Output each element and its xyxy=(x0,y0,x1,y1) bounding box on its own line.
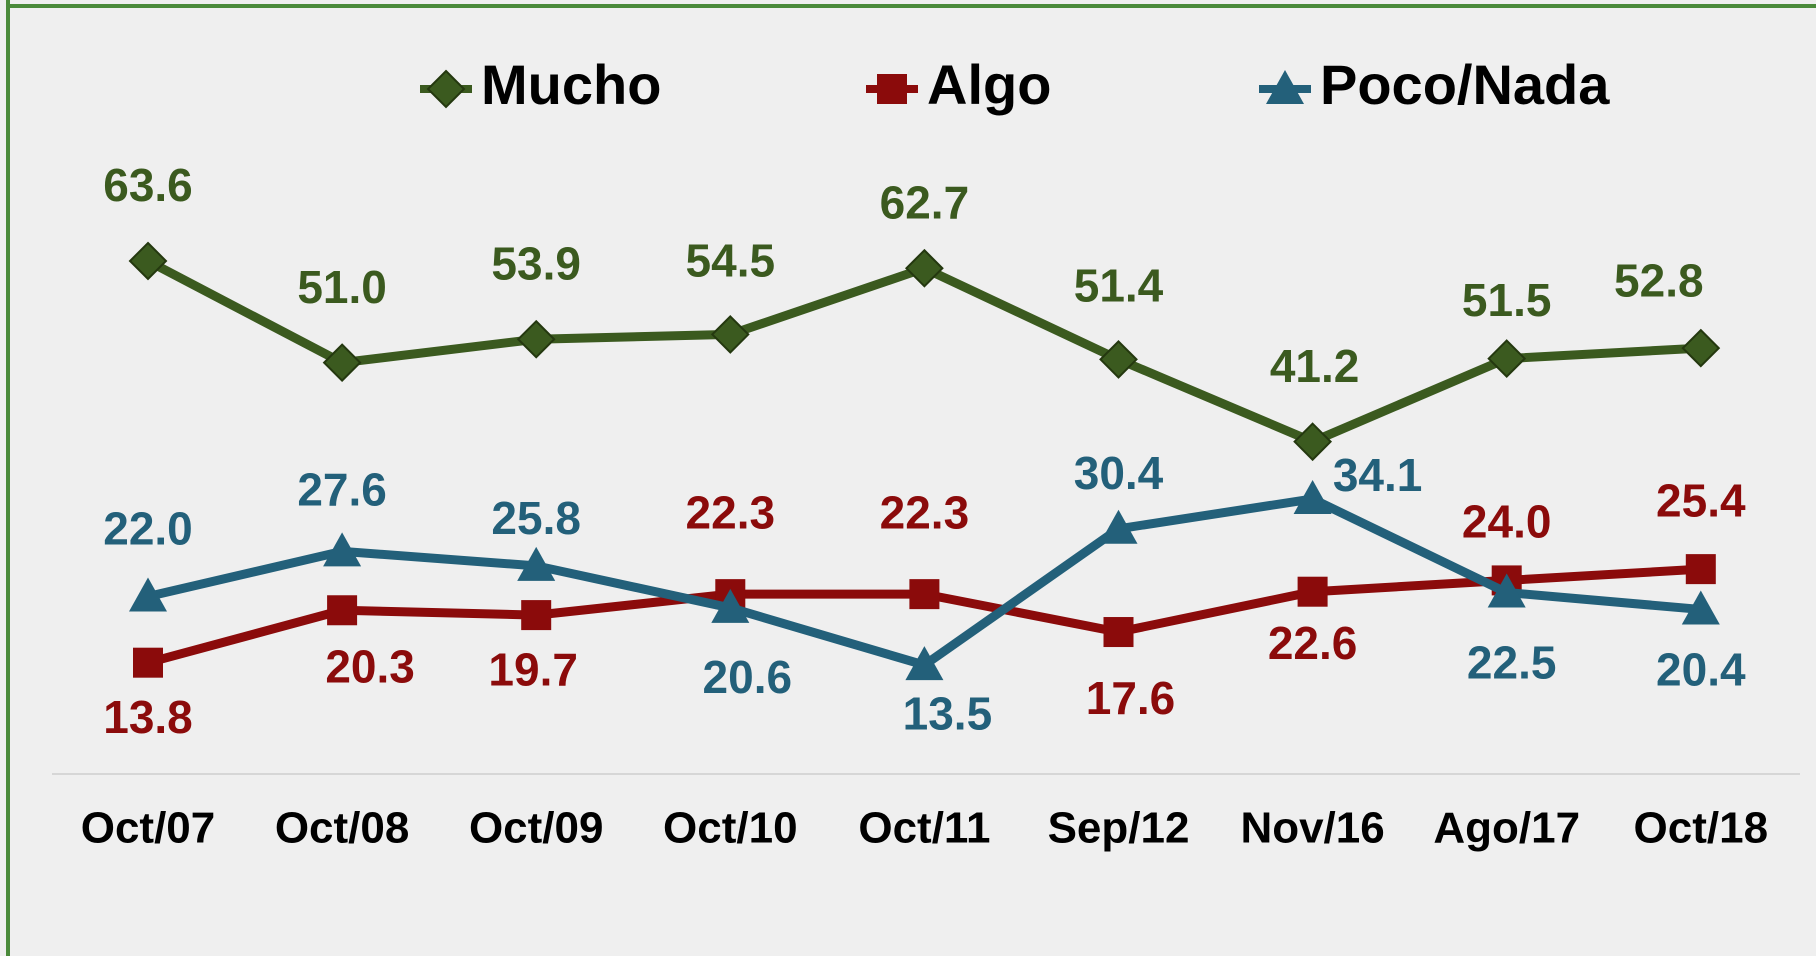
data-label: 62.7 xyxy=(880,176,970,228)
data-point xyxy=(909,579,940,610)
data-point xyxy=(1103,617,1134,648)
legend-label: Algo xyxy=(927,53,1051,116)
legend-marker xyxy=(426,69,466,109)
data-label: 30.4 xyxy=(1074,447,1164,499)
data-point xyxy=(323,532,362,567)
data-label: 52.8 xyxy=(1614,254,1704,306)
data-point xyxy=(1293,479,1332,514)
data-point xyxy=(1297,576,1328,607)
data-label: 22.3 xyxy=(880,486,970,538)
data-point xyxy=(128,241,168,281)
data-point xyxy=(904,248,944,288)
data-point xyxy=(905,646,944,681)
x-tick-label: Oct/07 xyxy=(81,804,216,853)
data-point xyxy=(711,588,750,623)
data-point xyxy=(516,319,556,359)
data-label: 19.7 xyxy=(488,643,578,695)
x-tick-label: Oct/09 xyxy=(469,804,604,853)
data-label: 20.3 xyxy=(325,640,415,692)
data-label: 53.9 xyxy=(491,237,581,289)
data-label: 22.5 xyxy=(1467,637,1557,689)
data-label: 22.3 xyxy=(686,486,776,538)
data-point xyxy=(1681,328,1721,368)
x-tick-label: Sep/12 xyxy=(1048,804,1190,853)
data-label: 22.0 xyxy=(103,503,193,555)
data-point xyxy=(1487,339,1527,379)
data-label: 25.4 xyxy=(1656,474,1746,526)
data-point xyxy=(133,647,163,678)
data-label: 51.0 xyxy=(297,261,387,313)
data-label: 54.5 xyxy=(686,235,776,287)
data-label: 25.8 xyxy=(491,492,581,544)
data-point xyxy=(1293,422,1333,462)
data-point xyxy=(1099,509,1138,544)
x-tick-label: Oct/08 xyxy=(275,804,410,853)
data-point xyxy=(521,600,552,631)
data-point xyxy=(1099,339,1138,379)
x-tick-label: Oct/10 xyxy=(663,804,798,853)
data-point xyxy=(327,595,358,626)
legend-label: Poco/Nada xyxy=(1320,53,1610,116)
data-label: 20.6 xyxy=(703,651,793,703)
data-label: 24.0 xyxy=(1462,496,1552,548)
data-point xyxy=(322,343,362,383)
x-tick-label: Oct/18 xyxy=(1634,804,1769,853)
data-label: 41.2 xyxy=(1270,340,1360,392)
data-label: 51.5 xyxy=(1462,274,1552,326)
data-label: 20.4 xyxy=(1656,644,1746,696)
data-label: 27.6 xyxy=(297,464,387,516)
legend-label: Mucho xyxy=(481,53,661,116)
data-label: 13.5 xyxy=(903,687,993,739)
data-label: 22.6 xyxy=(1268,617,1358,669)
legend-marker xyxy=(1266,70,1304,104)
data-point xyxy=(1681,590,1720,625)
x-tick-label: Ago/17 xyxy=(1433,804,1580,853)
data-label: 63.6 xyxy=(103,159,193,211)
data-label: 34.1 xyxy=(1333,449,1423,501)
x-tick-label: Oct/11 xyxy=(858,804,990,853)
data-point xyxy=(517,546,556,581)
data-point xyxy=(1487,573,1526,608)
legend-marker xyxy=(877,74,907,104)
data-label: 51.4 xyxy=(1074,260,1164,312)
data-label: 13.8 xyxy=(103,691,193,743)
data-point xyxy=(710,314,750,354)
x-tick-label: Nov/16 xyxy=(1240,804,1384,853)
data-point xyxy=(1685,554,1716,585)
data-point xyxy=(129,577,167,612)
data-label: 17.6 xyxy=(1086,672,1176,724)
